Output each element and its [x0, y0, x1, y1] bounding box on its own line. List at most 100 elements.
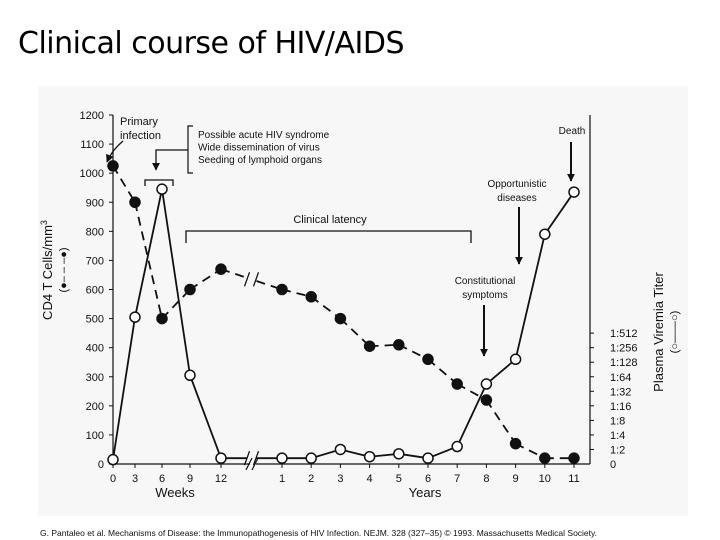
left-tick-label: 200	[86, 401, 104, 413]
left-tick-label: 100	[86, 430, 104, 442]
cd4-point	[393, 339, 405, 351]
x-tick-label-years: 4	[367, 473, 373, 485]
viremia-point	[451, 440, 463, 453]
cd4-point	[156, 312, 168, 325]
clinical-latency-bracket	[185, 230, 472, 243]
cd4-line-segment	[427, 358, 458, 385]
annotation-acute-phase: Wide dissemination of virus	[198, 143, 320, 154]
right-tick-label: 1:32	[610, 386, 631, 398]
cd4-line-segment	[189, 268, 222, 291]
annotation-acute-phase: Possible acute HIV syndrome	[198, 130, 330, 141]
series-break-mark	[252, 272, 260, 287]
viremia-point	[422, 452, 434, 464]
x-tick-label-weeks: 0	[110, 473, 116, 485]
viremia-point	[393, 448, 405, 460]
cd4-point	[422, 353, 434, 366]
viremia-point	[129, 311, 141, 323]
right-axis-title: Plasma Viremia Titer	[651, 271, 666, 391]
viremia-point	[276, 452, 288, 464]
viremia-point	[568, 186, 580, 198]
slide-title: Clinical course of HIV/AIDS	[18, 26, 405, 61]
x-tick-label-weeks: 12	[215, 473, 227, 485]
x-tick-label-weeks: 3	[132, 473, 138, 485]
annotation-acute-phase: Seeding of lymphoid organs	[198, 155, 322, 166]
x-tick-label-years: 8	[483, 473, 489, 485]
cd4-point	[509, 437, 522, 450]
cd4-point	[305, 291, 317, 303]
annotation-clinical-latency: Clinical latency	[293, 214, 367, 226]
viremia-line-segment	[514, 234, 546, 360]
left-tick-label: 400	[86, 343, 104, 355]
cd4-point	[184, 283, 196, 296]
left-tick-label: 900	[86, 197, 104, 209]
left-tick-label: 300	[86, 372, 104, 384]
cd4-line-segment	[485, 399, 517, 445]
x-axis-break	[251, 457, 259, 471]
left-axis-legend-symbol: (●– – –●)	[58, 247, 70, 292]
viremia-point	[107, 453, 119, 466]
x-tick-label-years: 11	[568, 473, 579, 485]
left-tick-label: 800	[86, 226, 104, 238]
annotation-primary-infection: Primary	[120, 116, 158, 128]
annotation-opportunistic-diseases: diseases	[497, 193, 536, 204]
viremia-point	[509, 353, 522, 366]
right-tick-label: 1:2	[610, 444, 625, 456]
left-tick-label: 600	[86, 285, 104, 297]
series-break-mark	[243, 272, 251, 287]
viremia-line-segment	[456, 383, 488, 447]
acute-phase-span-bracket	[144, 179, 174, 186]
cd4-point	[107, 160, 119, 172]
x-tick-label-years: 9	[513, 473, 519, 485]
left-tick-label: 1100	[80, 139, 104, 151]
viremia-point	[156, 183, 168, 195]
cd4-line-segment	[310, 296, 341, 320]
left-tick-label: 0	[98, 459, 104, 471]
cd4-point	[129, 196, 141, 208]
cd4-point	[480, 394, 493, 406]
cd4-line-segment	[161, 288, 191, 320]
viremia-line-segment	[189, 374, 222, 459]
x-tick-label-weeks: 9	[187, 473, 193, 485]
viremia-line-segment	[544, 191, 575, 235]
annotation-constitutional-symptoms: symptoms	[462, 290, 508, 301]
right-tick-label: 1:64	[610, 372, 631, 384]
right-tick-label: 1:512	[610, 328, 638, 340]
right-tick-label: 1:16	[610, 401, 631, 413]
cd4-line-segment	[112, 165, 136, 203]
x-tick-label-years: 10	[539, 473, 551, 485]
viremia-point	[480, 378, 493, 390]
viremia-point	[539, 228, 551, 240]
viremia-line-segment	[161, 189, 191, 376]
right-tick-label: 1:4	[610, 430, 625, 442]
x-tick-label-weeks: 6	[159, 473, 165, 485]
right-tick-label: 1:8	[610, 415, 625, 427]
cd4-point	[451, 378, 463, 390]
viremia-line-segment	[485, 358, 517, 385]
primary-infection-arrow	[106, 140, 124, 163]
series-break-mark	[252, 450, 260, 466]
viremia-point	[305, 452, 317, 464]
cd4-point	[215, 263, 227, 275]
chart-figure: 0 100 200 300 400 500 600 700 800 900 1000 1100 1200…	[38, 86, 688, 516]
series-break-mark	[243, 450, 251, 466]
left-axis-title-superscript: 3	[39, 220, 49, 225]
viremia-point	[184, 369, 196, 382]
annotation-opportunistic-diseases: Opportunistic	[488, 179, 547, 190]
cd4-point	[334, 312, 347, 325]
x-tick-label-years: 1	[279, 473, 285, 485]
viremia-line-segment	[134, 188, 163, 318]
left-tick-label: 1000	[80, 168, 104, 180]
right-tick-label: 0	[610, 459, 616, 471]
x-tick-label-years: 3	[337, 473, 343, 485]
x-tick-label-years: 6	[425, 473, 431, 485]
annotation-primary-infection: infection	[120, 130, 161, 142]
acute-phase-bracket	[187, 125, 193, 174]
citation: G. Pantaleo et al. Mechanisms of Disease…	[40, 528, 597, 538]
annotation-death: Death	[559, 126, 586, 137]
chart-svg: 0100200300400500600700800900100011001200…	[39, 110, 681, 500]
cd4-line-segment	[339, 317, 371, 347]
cd4-point	[568, 452, 580, 464]
right-tick-label: 1:128	[610, 357, 638, 369]
x-tick-label-years: 2	[308, 473, 314, 485]
annotation-constitutional-symptoms: Constitutional	[455, 276, 516, 287]
